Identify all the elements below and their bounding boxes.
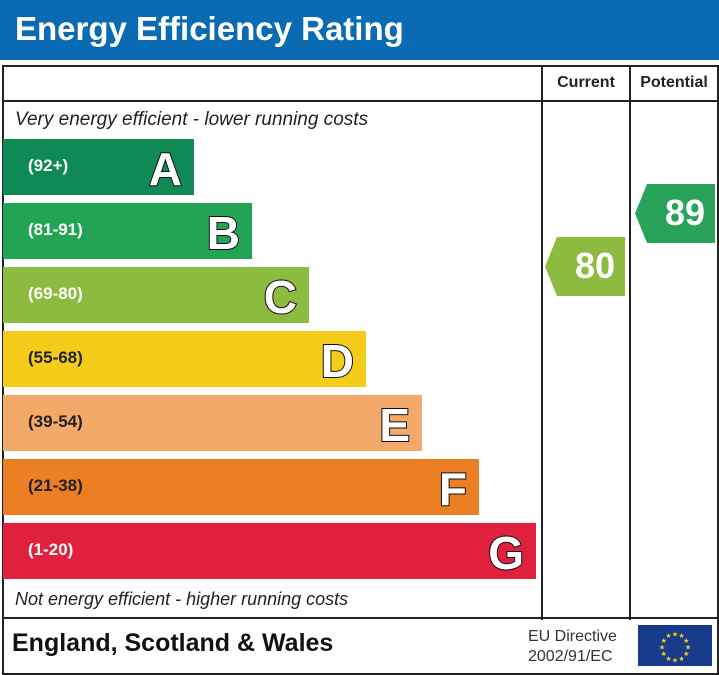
header-bar: Energy Efficiency Rating xyxy=(0,0,719,60)
band-letter: E xyxy=(378,398,411,452)
star-icon: ★ xyxy=(661,650,667,658)
band-range: (55-68) xyxy=(28,348,83,367)
region-label: England, Scotland & Wales xyxy=(12,629,334,657)
band-letter: G xyxy=(487,526,525,580)
star-icon: ★ xyxy=(665,632,671,640)
current-rating-value: 80 xyxy=(574,245,615,286)
potential-rating-arrow: 89 xyxy=(635,184,715,243)
divider xyxy=(2,100,717,102)
bottom-note: Not energy efficient - higher running co… xyxy=(15,589,349,609)
band-letter: D xyxy=(320,334,355,388)
page-title: Energy Efficiency Rating xyxy=(15,10,404,47)
directive-line-2: 2002/91/EC xyxy=(528,648,613,665)
band-range: (92+) xyxy=(28,156,69,175)
band-e: (39-54) E xyxy=(3,395,422,452)
band-letter: B xyxy=(206,206,241,260)
top-note: Very energy efficient - lower running co… xyxy=(15,109,369,130)
band-g: (1-20) G xyxy=(3,523,536,580)
star-icon: ★ xyxy=(661,637,667,645)
band-f: (21-38) F xyxy=(3,459,479,516)
band-letter: C xyxy=(263,270,298,324)
divider xyxy=(2,617,717,619)
directive-line-1: EU Directive xyxy=(528,628,617,645)
potential-column-header: Potential xyxy=(640,74,708,91)
star-icon: ★ xyxy=(659,644,665,652)
band-range: (1-20) xyxy=(28,540,74,559)
divider xyxy=(541,65,543,620)
band-a: (92+) A xyxy=(3,139,194,196)
potential-rating-value: 89 xyxy=(664,192,705,233)
band-range: (39-54) xyxy=(28,412,83,431)
band-b: (81-91) B xyxy=(3,203,252,260)
star-icon: ★ xyxy=(683,650,689,658)
star-icon: ★ xyxy=(672,631,678,639)
band-letter: F xyxy=(438,462,468,516)
star-icon: ★ xyxy=(683,637,689,645)
current-rating-arrow: 80 xyxy=(545,237,625,296)
eu-flag-icon: ★ ★★★★★★★★★★★ xyxy=(638,625,712,666)
star-icon: ★ xyxy=(672,657,678,665)
band-range: (81-91) xyxy=(28,220,83,239)
eu-directive: EU Directive 2002/91/EC xyxy=(528,627,617,667)
current-column-header: Current xyxy=(557,74,615,91)
band-range: (69-80) xyxy=(28,284,83,303)
band-c: (69-80) C xyxy=(3,267,309,324)
star-icon: ★ xyxy=(665,655,671,663)
star-icon: ★ xyxy=(685,644,691,652)
star-icon: ★ xyxy=(678,632,684,640)
band-letter: A xyxy=(148,142,183,196)
band-range: (21-38) xyxy=(28,476,83,495)
star-icon: ★ xyxy=(678,655,684,663)
divider xyxy=(629,65,631,620)
band-d: (55-68) D xyxy=(3,331,366,388)
